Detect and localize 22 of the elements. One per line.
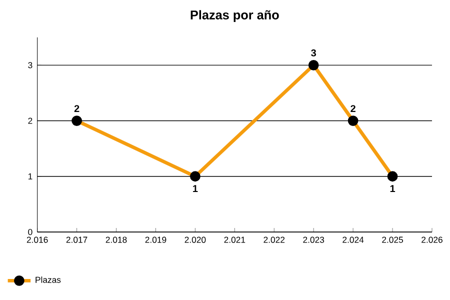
x-tick-label: 2.024 (342, 236, 364, 243)
x-tick-label: 2.019 (145, 236, 166, 243)
y-tick-label: 3 (28, 62, 32, 68)
y-tick-label: 2 (28, 118, 32, 124)
y-tick-label: 1 (28, 173, 32, 180)
data-label: 2 (350, 105, 356, 112)
x-tick-label: 2.023 (303, 236, 324, 243)
x-tick-label: 2.022 (264, 236, 285, 243)
data-label: 3 (311, 49, 316, 56)
data-label: 2 (74, 105, 80, 112)
x-tick-label: 2.017 (66, 236, 88, 243)
data-label: 1 (193, 185, 198, 192)
x-tick-label: 2.025 (382, 236, 404, 243)
chart-title: Plazas por año (190, 10, 279, 22)
x-tick-label: 2.018 (106, 236, 127, 243)
x-tick-label: 2.021 (224, 236, 246, 243)
data-label: 1 (390, 185, 396, 192)
x-tick-label: 2.016 (26, 236, 48, 243)
x-tick-label: 2.026 (422, 236, 442, 243)
legend-label: Plazas (36, 276, 61, 283)
y-tick-label: 0 (28, 228, 32, 236)
x-tick-label: 2.020 (184, 236, 206, 243)
